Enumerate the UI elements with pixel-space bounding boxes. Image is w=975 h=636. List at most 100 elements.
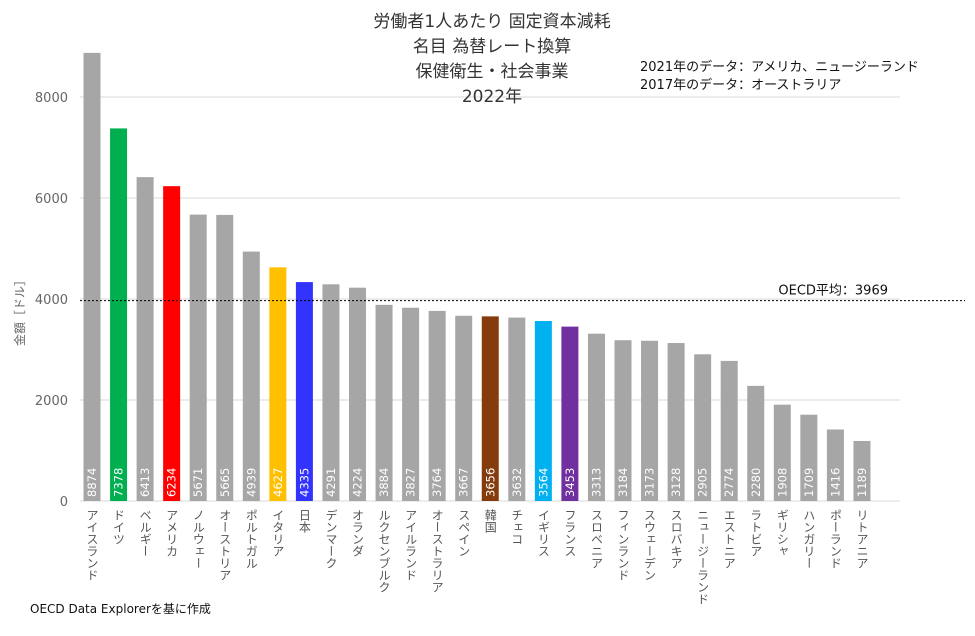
bar-value-label: 7378: [112, 468, 126, 497]
category-label: 日本: [297, 509, 311, 534]
note-2021: 2021年のデータ：アメリカ、ニュージーランド: [640, 59, 919, 75]
bar: [853, 440, 871, 501]
category-label: エストニア: [722, 509, 736, 569]
bar: [455, 315, 473, 501]
bar-value-label: 3173: [643, 468, 657, 497]
category-label: リトアニア: [855, 509, 869, 569]
category-label: フランス: [563, 509, 577, 557]
bar: [694, 354, 712, 501]
bar-value-label: 8874: [85, 468, 99, 497]
y-tick-label: 6000: [35, 192, 68, 207]
category-label: ラトビア: [749, 509, 763, 557]
category-label: スウェーデン: [643, 509, 657, 581]
bar-value-label: 3564: [536, 468, 550, 497]
title-line-3: 保健衛生・社会事業: [416, 62, 569, 82]
bar-value-label: 1416: [828, 468, 842, 497]
bar-value-label: 6234: [165, 468, 179, 497]
title-line-1: 労働者1人あたり 固定資本減耗: [373, 12, 610, 32]
bar-value-label: 3453: [563, 468, 577, 497]
category-label: ポーランド: [828, 509, 842, 569]
y-tick-label: 4000: [35, 293, 68, 308]
bar-value-label: 4224: [351, 468, 365, 497]
chart-title: 労働者1人あたり 固定資本減耗 名目 為替レート換算 保健衛生・社会事業 202…: [373, 12, 610, 107]
category-label: オランダ: [351, 509, 365, 557]
category-label: 韓国: [483, 509, 497, 533]
bar-value-label: 3632: [510, 468, 524, 497]
category-label: オーストラリア: [430, 509, 444, 593]
category-label: アイルランド: [404, 509, 418, 581]
category-label: デンマーク: [324, 509, 338, 569]
bar: [110, 128, 128, 501]
bar: [322, 284, 340, 501]
bar-value-label: 3667: [457, 468, 471, 497]
bar-value-label: 3884: [377, 468, 391, 497]
bar: [295, 282, 313, 501]
bar-value-label: 4335: [297, 468, 311, 497]
title-line-4: 2022年: [462, 87, 522, 107]
source-note: OECD Data Explorerを基に作成: [30, 602, 211, 616]
bar: [428, 310, 446, 501]
bar-value-label: 2774: [722, 468, 736, 497]
bar: [508, 317, 526, 501]
bar: [481, 316, 499, 501]
bar: [561, 326, 579, 501]
bar: [375, 304, 393, 501]
y-tick-label: 0: [60, 495, 68, 510]
oecd-average-label: OECD平均：3969: [778, 284, 888, 299]
category-label: ルクセンブルク: [377, 509, 391, 593]
bar-value-label: 4291: [324, 468, 338, 497]
bar: [83, 52, 101, 501]
bar: [163, 186, 181, 502]
category-label: イギリス: [536, 509, 550, 557]
category-label: スペイン: [457, 509, 471, 557]
bar: [349, 287, 366, 501]
bar: [773, 404, 791, 501]
bar: [534, 321, 552, 501]
bars: 8874 7378 6413 6234 5671 5665 4939 4627 4335 4291…: [83, 52, 871, 502]
bar-value-label: 3827: [404, 468, 418, 497]
category-label: スロベニア: [589, 509, 603, 569]
bar-value-label: 1189: [855, 468, 869, 497]
bar-value-label: 1908: [775, 468, 789, 497]
bar-value-label: 3184: [616, 468, 630, 497]
bar: [269, 267, 287, 501]
category-label: イタリア: [271, 509, 285, 557]
bar-value-label: 1709: [802, 468, 816, 497]
bar-value-label: 3313: [589, 468, 603, 497]
bar: [641, 340, 659, 501]
category-label: チェコ: [510, 509, 524, 545]
bar: [216, 214, 234, 502]
category-label: アメリカ: [165, 509, 179, 557]
bar: [826, 429, 844, 501]
y-tick-label: 2000: [35, 394, 68, 409]
bar: [800, 414, 818, 501]
bar: [747, 385, 765, 501]
bar: [720, 360, 738, 501]
category-label: スロバキア: [669, 509, 683, 569]
bar-value-label: 3128: [669, 468, 683, 497]
title-line-2: 名目 為替レート換算: [413, 37, 571, 57]
bar: [587, 333, 605, 501]
category-label: フィンランド: [616, 509, 630, 581]
bar: [667, 343, 685, 501]
category-label: ニュージーランド: [696, 509, 710, 605]
bar-value-label: 2280: [749, 468, 763, 497]
bar-value-label: 3656: [483, 468, 497, 497]
category-label: ギリシャ: [775, 509, 789, 557]
bar-value-label: 4627: [271, 468, 285, 497]
category-label: ポルトガル: [244, 509, 258, 569]
bar: [242, 251, 260, 501]
bar-value-label: 5671: [191, 468, 205, 497]
category-label: アイスランド: [85, 509, 99, 581]
category-label: ドイツ: [112, 509, 126, 545]
note-2017: 2017年のデータ：オーストラリア: [640, 77, 841, 93]
y-tick-label: 8000: [35, 91, 68, 106]
bar-value-label: 6413: [138, 468, 152, 497]
category-label: ハンガリー: [802, 509, 816, 569]
bar: [136, 177, 154, 501]
bar: [402, 307, 420, 501]
category-label: ノルウェー: [191, 509, 205, 569]
category-label: ベルギー: [138, 509, 152, 557]
category-label: オーストリア: [218, 509, 232, 581]
